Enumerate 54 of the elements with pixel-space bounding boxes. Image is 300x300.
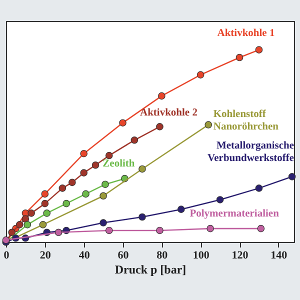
point: [130, 136, 138, 144]
point: [119, 119, 126, 126]
point: [156, 226, 164, 234]
point: [138, 213, 146, 221]
point: [105, 152, 113, 160]
point: [158, 92, 166, 100]
point: [16, 221, 24, 228]
x-tick-label: 120: [232, 250, 249, 262]
point: [22, 215, 30, 223]
x-tick-label: 100: [192, 250, 210, 262]
point: [28, 210, 35, 217]
point: [62, 200, 70, 208]
point: [196, 71, 204, 78]
series-label: Aktivkohle 2: [140, 108, 198, 119]
point: [100, 192, 107, 200]
series-label: Zeolith: [102, 158, 135, 170]
x-tick-label: 20: [40, 250, 52, 262]
point: [80, 150, 88, 158]
series-label: Kohlenstoff Nanoröhrchen: [213, 108, 279, 132]
point: [216, 196, 224, 204]
x-tick-label: 40: [78, 250, 90, 262]
x-axis-title: Druck p [bar]: [114, 262, 186, 276]
point: [288, 173, 296, 180]
point: [156, 123, 164, 130]
series-label: Metallorganische Verbundwerkstoffe: [208, 140, 294, 164]
point: [39, 221, 47, 228]
point: [68, 178, 76, 186]
point: [82, 190, 90, 198]
x-tick-label: 60: [118, 250, 130, 262]
point: [206, 224, 214, 232]
point: [255, 184, 263, 192]
point: [257, 224, 265, 232]
point: [58, 184, 66, 192]
point: [80, 169, 88, 176]
series-label: Polymermaterialien: [190, 208, 280, 220]
series-label: Aktivkohle 1: [217, 28, 275, 39]
point: [92, 161, 100, 169]
point: [102, 180, 109, 188]
point: [236, 54, 244, 62]
point: [41, 190, 49, 198]
point: [177, 206, 185, 213]
x-tick-label: 0: [4, 250, 10, 262]
x-tick-label: 140: [270, 250, 288, 262]
point: [100, 219, 107, 226]
point: [105, 226, 113, 234]
x-tick-label: 80: [156, 250, 168, 262]
point: [255, 46, 263, 54]
point: [24, 221, 32, 228]
point: [43, 210, 51, 217]
point: [8, 228, 16, 236]
point: [41, 200, 49, 208]
point: [204, 121, 212, 128]
point: [54, 228, 62, 236]
point: [138, 165, 146, 173]
